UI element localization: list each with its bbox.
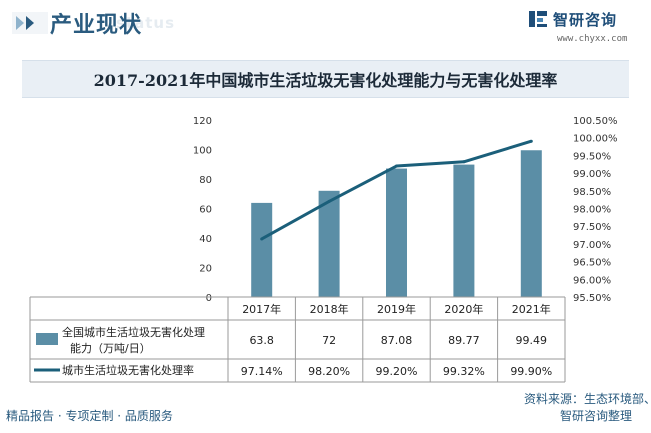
line-value-label: 98.20% bbox=[308, 365, 350, 378]
y-left-tick-label: 0 bbox=[206, 293, 212, 304]
x-tick-label: 2018年 bbox=[310, 302, 349, 316]
line-point bbox=[395, 164, 398, 168]
y-right-tick-label: 96.50% bbox=[573, 258, 611, 269]
line-point bbox=[260, 237, 264, 241]
section-marker-icon bbox=[12, 12, 48, 34]
header-ghost-text: status bbox=[116, 14, 175, 32]
legend-bar-label-1: 全国城市生活垃圾无害化处理 bbox=[62, 325, 205, 339]
x-tick-label: 2019年 bbox=[377, 302, 416, 316]
line-value-label: 99.32% bbox=[443, 365, 485, 378]
bar-value-label: 99.49 bbox=[516, 334, 548, 347]
footer-slogan: 精品报告 · 专项定制 · 品质服务 bbox=[6, 409, 173, 423]
y-right-tick-label: 98.00% bbox=[573, 205, 611, 216]
y-right-tick-label: 97.50% bbox=[573, 222, 611, 233]
y-left-tick-label: 80 bbox=[199, 175, 212, 186]
line-value-label: 97.14% bbox=[241, 365, 283, 378]
legend-bar-swatch bbox=[36, 333, 58, 345]
legend-line-label: 城市生活垃圾无害化处理率 bbox=[62, 363, 194, 377]
y-left-tick-label: 20 bbox=[199, 264, 212, 275]
legend-bar-label-2: 能力（万吨/日） bbox=[70, 341, 151, 355]
line-point bbox=[529, 139, 533, 143]
bar bbox=[453, 164, 475, 297]
bar bbox=[251, 202, 273, 297]
chart-title: 2017-2021年中国城市生活垃圾无害化处理能力与无害化处理率 bbox=[93, 71, 558, 90]
y-right-tick-label: 99.50% bbox=[573, 151, 611, 162]
bar bbox=[386, 168, 407, 297]
brand-logo-icon bbox=[529, 11, 547, 27]
line-point bbox=[327, 199, 331, 203]
y-right-tick-label: 99.00% bbox=[573, 169, 611, 180]
bar-value-label: 72 bbox=[322, 334, 336, 347]
bar-value-label: 87.08 bbox=[381, 334, 413, 347]
footer-source: 资料来源：生态环境部、 智研咨询整理 bbox=[524, 391, 651, 425]
x-tick-label: 2020年 bbox=[444, 302, 483, 316]
brand-url[interactable]: www.chyxx.com bbox=[557, 34, 628, 44]
y-left-tick-label: 60 bbox=[199, 205, 212, 216]
y-right-tick-label: 100.00% bbox=[573, 134, 618, 145]
chart-title-bar: 2017-2021年中国城市生活垃圾无害化处理能力与无害化处理率 bbox=[22, 60, 629, 98]
y-right-tick-label: 100.50% bbox=[573, 116, 618, 127]
y-right-tick-label: 97.00% bbox=[573, 240, 611, 251]
bar-value-label: 63.8 bbox=[249, 334, 274, 347]
y-left-tick-label: 40 bbox=[199, 234, 212, 245]
x-tick-label: 2017年 bbox=[242, 302, 281, 316]
line-point bbox=[462, 160, 466, 164]
y-right-tick-label: 96.00% bbox=[573, 275, 611, 286]
source-line-2: 智研咨询整理 bbox=[560, 409, 633, 423]
brand-name: 智研咨询 bbox=[553, 11, 618, 29]
bar bbox=[318, 190, 340, 297]
y-right-tick-label: 98.50% bbox=[573, 187, 611, 198]
line-value-label: 99.20% bbox=[376, 365, 418, 378]
y-left-tick-label: 100 bbox=[193, 146, 212, 157]
bar bbox=[520, 150, 542, 297]
x-tick-label: 2021年 bbox=[512, 302, 551, 316]
y-right-tick-label: 95.50% bbox=[573, 293, 611, 304]
line-value-label: 99.90% bbox=[510, 365, 552, 378]
y-left-tick-label: 120 bbox=[193, 116, 212, 127]
bar-value-label: 89.77 bbox=[448, 334, 480, 347]
header: status 产业现状 智研咨询 www.chyxx.com bbox=[0, 0, 651, 50]
source-line-1: 资料来源：生态环境部、 bbox=[524, 392, 651, 406]
section-title: 产业现状 bbox=[50, 13, 143, 38]
